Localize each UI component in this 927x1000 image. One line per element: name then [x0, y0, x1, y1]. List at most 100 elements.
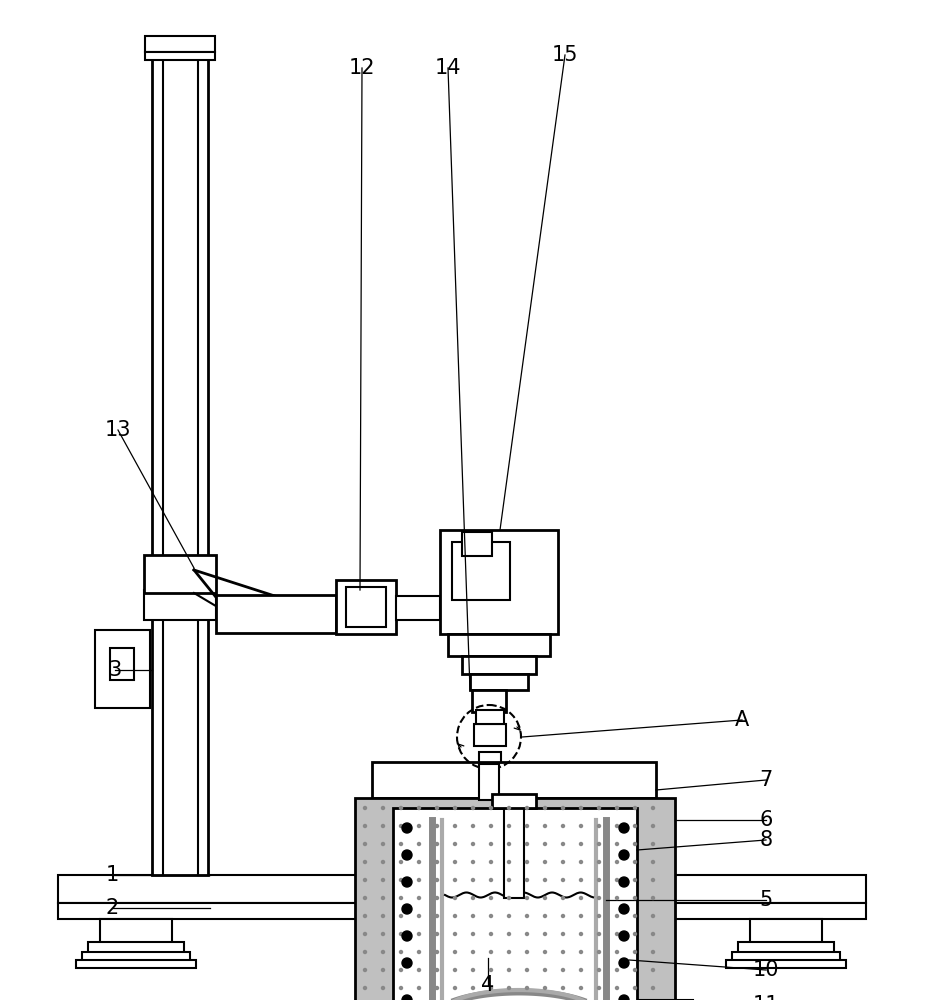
- Text: 11: 11: [753, 995, 780, 1000]
- Bar: [462, 656, 536, 674]
- Circle shape: [633, 806, 637, 810]
- Bar: [336, 580, 396, 634]
- Circle shape: [543, 860, 547, 863]
- Circle shape: [402, 931, 412, 941]
- Circle shape: [436, 950, 438, 954]
- Circle shape: [363, 950, 366, 954]
- Circle shape: [400, 932, 402, 936]
- Bar: [479, 764, 499, 800]
- Circle shape: [472, 860, 475, 863]
- Bar: [144, 590, 216, 620]
- Bar: [95, 630, 150, 708]
- Bar: [110, 648, 134, 680]
- Circle shape: [652, 914, 654, 918]
- Circle shape: [402, 850, 412, 860]
- Circle shape: [363, 842, 366, 846]
- Bar: [470, 674, 528, 690]
- Circle shape: [579, 986, 582, 990]
- Bar: [82, 952, 190, 962]
- Circle shape: [436, 860, 438, 863]
- Circle shape: [579, 950, 582, 954]
- Circle shape: [616, 896, 618, 900]
- Circle shape: [619, 995, 629, 1000]
- Circle shape: [619, 850, 629, 860]
- Circle shape: [579, 879, 582, 882]
- Circle shape: [402, 958, 412, 968]
- Circle shape: [633, 824, 637, 828]
- Circle shape: [562, 986, 565, 990]
- Circle shape: [579, 932, 582, 936]
- Circle shape: [562, 879, 565, 882]
- Circle shape: [363, 896, 366, 900]
- Bar: [440, 530, 558, 634]
- Circle shape: [402, 995, 412, 1000]
- Circle shape: [400, 968, 402, 972]
- Bar: [346, 587, 386, 627]
- Circle shape: [400, 914, 402, 918]
- Circle shape: [633, 932, 637, 936]
- Circle shape: [633, 879, 637, 882]
- Circle shape: [562, 842, 565, 846]
- Text: 10: 10: [753, 960, 780, 980]
- Circle shape: [543, 986, 547, 990]
- Circle shape: [472, 896, 475, 900]
- Circle shape: [382, 968, 385, 972]
- Circle shape: [507, 824, 511, 828]
- Text: 13: 13: [105, 420, 132, 440]
- Circle shape: [400, 950, 402, 954]
- Circle shape: [562, 896, 565, 900]
- Circle shape: [436, 879, 438, 882]
- Circle shape: [400, 824, 402, 828]
- Circle shape: [633, 914, 637, 918]
- Circle shape: [417, 950, 421, 954]
- Circle shape: [543, 879, 547, 882]
- Bar: [58, 875, 866, 903]
- Circle shape: [472, 824, 475, 828]
- Circle shape: [417, 860, 421, 863]
- Circle shape: [453, 914, 456, 918]
- Bar: [88, 942, 184, 954]
- Circle shape: [526, 932, 528, 936]
- Bar: [100, 919, 172, 949]
- Circle shape: [382, 986, 385, 990]
- Circle shape: [472, 842, 475, 846]
- Circle shape: [507, 932, 511, 936]
- Circle shape: [400, 896, 402, 900]
- Circle shape: [472, 950, 475, 954]
- Circle shape: [453, 968, 456, 972]
- Circle shape: [489, 986, 492, 990]
- Circle shape: [363, 860, 366, 863]
- Circle shape: [400, 860, 402, 863]
- Circle shape: [562, 950, 565, 954]
- Bar: [152, 40, 208, 875]
- Circle shape: [543, 914, 547, 918]
- Bar: [145, 36, 215, 52]
- Circle shape: [382, 914, 385, 918]
- Circle shape: [526, 860, 528, 863]
- Text: 6: 6: [759, 810, 773, 830]
- Circle shape: [453, 986, 456, 990]
- Circle shape: [562, 806, 565, 810]
- Circle shape: [436, 896, 438, 900]
- Circle shape: [472, 806, 475, 810]
- Bar: [216, 595, 336, 633]
- Circle shape: [579, 860, 582, 863]
- Circle shape: [633, 896, 637, 900]
- Circle shape: [363, 824, 366, 828]
- Bar: [372, 762, 656, 798]
- Circle shape: [472, 986, 475, 990]
- Circle shape: [652, 968, 654, 972]
- Circle shape: [616, 879, 618, 882]
- Circle shape: [633, 968, 637, 972]
- Circle shape: [616, 824, 618, 828]
- Circle shape: [652, 879, 654, 882]
- Circle shape: [616, 950, 618, 954]
- Circle shape: [526, 824, 528, 828]
- Circle shape: [633, 842, 637, 846]
- Circle shape: [598, 932, 601, 936]
- Circle shape: [619, 931, 629, 941]
- Circle shape: [472, 914, 475, 918]
- Bar: [452, 542, 510, 600]
- Bar: [492, 794, 536, 808]
- Circle shape: [598, 860, 601, 863]
